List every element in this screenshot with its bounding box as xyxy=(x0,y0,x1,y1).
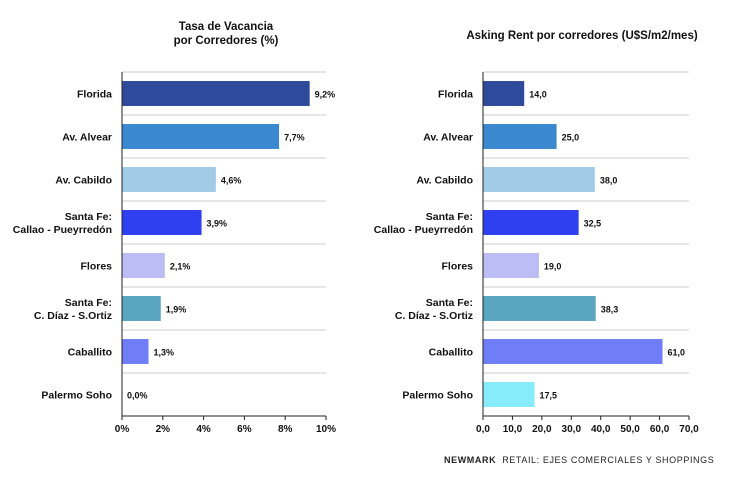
bar-value-label: 32,5 xyxy=(584,219,602,229)
x-tick-label: 0% xyxy=(115,424,130,435)
bar-value-label: 1,3% xyxy=(154,348,175,358)
category-label: Palermo Soho xyxy=(402,390,473,402)
bar-7 xyxy=(483,382,535,407)
category-label: Av. Cabildo xyxy=(55,175,112,187)
bar-4 xyxy=(483,253,539,278)
x-tick-label: 70,0 xyxy=(679,424,699,435)
bar-1 xyxy=(483,124,557,149)
x-tick-label: 0,0 xyxy=(476,424,490,435)
x-tick-label: 6% xyxy=(237,424,252,435)
bar-value-label: 19,0 xyxy=(544,262,562,272)
category-label: Callao - Pueyrredón xyxy=(374,224,473,236)
bar-value-label: 3,9% xyxy=(207,219,228,229)
x-tick-label: 40,0 xyxy=(591,424,611,435)
vacancy-chart: Tasa de Vacancia por Corredores (%) 9,2% Fl… xyxy=(13,21,336,435)
bar-3 xyxy=(122,210,202,235)
category-label: Palermo Soho xyxy=(41,390,112,402)
bar-3 xyxy=(483,210,579,235)
bar-6 xyxy=(483,339,663,364)
bar-value-label: 7,7% xyxy=(284,133,305,143)
footer-text: RETAIL: EJES COMERCIALES Y SHOPPINGS xyxy=(502,455,715,465)
bar-value-label: 4,6% xyxy=(221,176,242,186)
asking-rent-chart: Asking Rent por corredores (U$S/m2/mes) 1… xyxy=(374,30,699,435)
category-label: C. Díaz - S.Ortiz xyxy=(34,310,112,322)
x-tick-label: 10,0 xyxy=(503,424,523,435)
x-tick-label: 2% xyxy=(156,424,171,435)
bar-value-label: 61,0 xyxy=(668,348,686,358)
bar-4 xyxy=(122,253,165,278)
chart-title-line: Tasa de Vacancia xyxy=(179,21,274,33)
category-label: Av. Alvear xyxy=(62,132,112,144)
x-tick-label: 30,0 xyxy=(562,424,582,435)
bar-2 xyxy=(122,167,216,192)
x-tick-label: 60,0 xyxy=(650,424,670,435)
bar-value-label: 38,3 xyxy=(601,305,619,315)
chart-title-line: Asking Rent por corredores (U$S/m2/mes) xyxy=(466,30,698,42)
bar-value-label: 25,0 xyxy=(562,133,580,143)
category-label: Av. Alvear xyxy=(423,132,473,144)
bar-value-label: 17,5 xyxy=(540,391,558,401)
category-label: Santa Fe: xyxy=(426,297,473,309)
bar-value-label: 1,9% xyxy=(166,305,187,315)
bar-value-label: 38,0 xyxy=(600,176,618,186)
category-label: Santa Fe: xyxy=(65,211,112,223)
category-label: Caballito xyxy=(429,347,473,359)
x-tick-label: 20,0 xyxy=(532,424,552,435)
x-tick-label: 10% xyxy=(316,424,336,435)
bar-5 xyxy=(483,296,596,321)
category-label: Florida xyxy=(438,89,473,101)
bar-6 xyxy=(122,339,149,364)
bar-0 xyxy=(122,81,310,106)
bar-2 xyxy=(483,167,595,192)
x-tick-label: 8% xyxy=(278,424,293,435)
chart-title-line: por Corredores (%) xyxy=(174,35,279,47)
bar-0 xyxy=(483,81,525,106)
category-label: Caballito xyxy=(68,347,112,359)
page-footer: NEWMARK RETAIL: EJES COMERCIALES Y SHOPPI… xyxy=(444,455,714,465)
bar-5 xyxy=(122,296,161,321)
category-label: Santa Fe: xyxy=(426,211,473,223)
bar-1 xyxy=(122,124,280,149)
category-label: Florida xyxy=(77,89,112,101)
category-label: Santa Fe: xyxy=(65,297,112,309)
x-tick-label: 50,0 xyxy=(620,424,640,435)
x-tick-label: 4% xyxy=(196,424,211,435)
footer-brand: NEWMARK xyxy=(444,455,497,465)
category-label: Av. Cabildo xyxy=(416,175,473,187)
category-label: Callao - Pueyrredón xyxy=(13,224,112,236)
bar-value-label: 9,2% xyxy=(315,90,336,100)
category-label: Flores xyxy=(441,261,473,273)
bar-value-label: 14,0 xyxy=(529,90,547,100)
bar-value-label: 2,1% xyxy=(170,262,191,272)
bar-value-label: 0,0% xyxy=(127,391,148,401)
category-label: Flores xyxy=(80,261,112,273)
category-label: C. Díaz - S.Ortiz xyxy=(395,310,473,322)
